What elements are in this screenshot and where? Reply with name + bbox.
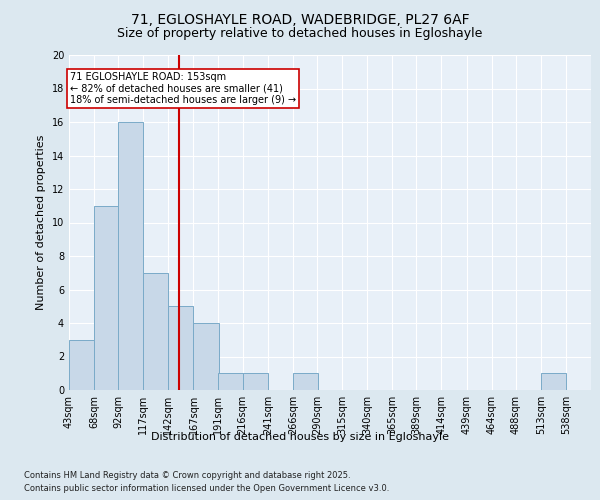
Text: Contains HM Land Registry data © Crown copyright and database right 2025.: Contains HM Land Registry data © Crown c… [24, 471, 350, 480]
Y-axis label: Number of detached properties: Number of detached properties [36, 135, 46, 310]
Bar [218, 373, 242, 390]
Bar [169, 306, 193, 390]
Bar [118, 122, 143, 390]
Bar [69, 340, 94, 390]
Bar [541, 373, 566, 390]
Bar [193, 323, 218, 390]
Bar [94, 206, 119, 390]
Text: Size of property relative to detached houses in Egloshayle: Size of property relative to detached ho… [118, 28, 482, 40]
Bar [143, 273, 169, 390]
Text: Contains public sector information licensed under the Open Government Licence v3: Contains public sector information licen… [24, 484, 389, 493]
Bar [293, 373, 318, 390]
Text: 71 EGLOSHAYLE ROAD: 153sqm
← 82% of detached houses are smaller (41)
18% of semi: 71 EGLOSHAYLE ROAD: 153sqm ← 82% of deta… [70, 72, 296, 105]
Bar [242, 373, 268, 390]
Text: 71, EGLOSHAYLE ROAD, WADEBRIDGE, PL27 6AF: 71, EGLOSHAYLE ROAD, WADEBRIDGE, PL27 6A… [131, 12, 469, 26]
Text: Distribution of detached houses by size in Egloshayle: Distribution of detached houses by size … [151, 432, 449, 442]
